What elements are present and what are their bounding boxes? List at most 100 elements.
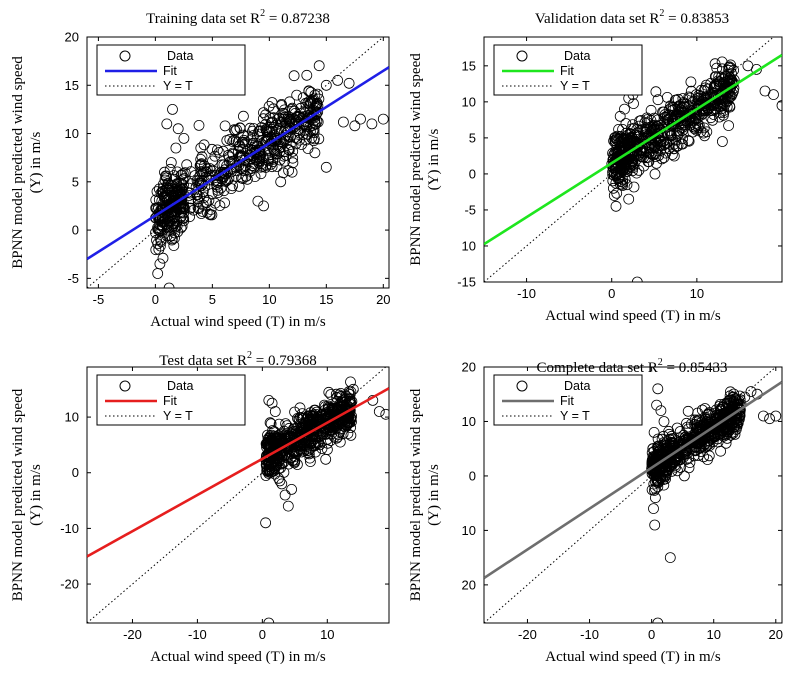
data-point [203,194,215,206]
legend-label-data: Data [167,49,193,63]
data-point [628,181,640,193]
data-point [163,202,175,214]
data-point [196,179,208,191]
data-point [652,383,664,395]
data-point [154,258,166,270]
data-point [279,155,291,167]
fit-line [87,387,389,558]
data-point [156,224,168,236]
data-point [303,448,315,460]
data-point [693,122,704,133]
data-point [286,166,298,178]
y-axis-label-line2: (Y) in m/s [426,129,442,191]
data-point [312,106,324,118]
data-point [304,456,316,468]
x-tick-label: 10 [262,292,276,307]
data-point [682,405,694,417]
x-tick-label: 0 [648,627,655,642]
data-point [263,101,275,112]
chart-title-r2: = 0.85433 [663,360,728,376]
data-point [648,123,660,135]
data-point [636,124,648,135]
data-point [164,184,176,196]
y-tick-label: 0 [469,166,476,181]
data-point [170,142,182,154]
data-point [701,440,713,452]
chart-title: Validation data set R2 = 0.83853 [535,8,729,27]
data-point [664,433,675,445]
data-point [681,421,693,433]
data-point [702,454,713,466]
data-point [617,123,628,135]
fit-line [484,53,782,246]
data-point [325,389,337,400]
data-point [231,124,243,136]
data-point [656,153,668,165]
data-point [268,446,280,458]
data-point [213,170,225,182]
data-point [349,120,361,132]
data-point [174,185,186,197]
data-point [613,143,625,155]
data-point [294,444,306,456]
data-point [717,77,729,89]
data-point [347,383,359,395]
data-point [185,202,197,214]
data-point [271,124,283,136]
data-point [320,453,332,465]
data-point [609,131,621,143]
data-point [693,438,704,450]
data-point [613,173,625,185]
x-tick-label: 10 [706,627,720,642]
data-point [641,114,653,125]
x-tick-label: -5 [93,292,105,307]
legend-marker-data [119,380,131,392]
data-point [608,190,620,201]
data-point [245,134,257,145]
y-axis-label-line2: (Y) in m/s [28,132,44,194]
data-point [265,418,277,430]
y-axis-label-line1: BPNN model predicted wind speed [10,56,26,269]
data-point [722,95,734,106]
data-point [665,439,677,451]
data-point [293,413,305,425]
legend-label-fit: Fit [163,64,177,78]
data-point [722,76,734,87]
data-point [313,60,325,72]
data-point [678,451,690,463]
data-point [273,122,285,134]
data-point [151,186,163,198]
data-point [674,453,686,465]
data-point [652,137,664,149]
data-point [685,76,697,88]
data-point [211,144,223,156]
legend-label-reference: Y = T [560,79,590,93]
data-point [670,134,682,146]
data-point [648,426,660,438]
x-tick-label: -10 [580,627,599,642]
data-point [195,208,207,219]
data-point [273,472,285,484]
data-point [173,177,185,189]
chart-title-r2: = 0.87238 [265,11,330,27]
x-axis-label: Actual wind speed (T) in m/s [150,314,326,330]
data-point [166,234,178,246]
legend-label-fit: Fit [163,394,177,408]
data-point [377,113,389,125]
data-point [240,170,252,182]
y-tick-label: -10 [60,521,79,536]
legend-marker-data [119,50,131,62]
x-tick-label: -10 [188,627,207,642]
data-point [343,77,355,89]
data-point [380,408,389,420]
data-point [206,188,218,199]
data-point [282,500,294,512]
chart-title-text: Test data set R [159,353,247,369]
data-point [732,397,744,409]
data-point [724,61,735,73]
data-point [269,406,281,417]
data-point [708,99,720,111]
data-point [607,175,619,187]
data-point [684,457,696,469]
data-point [185,166,197,178]
